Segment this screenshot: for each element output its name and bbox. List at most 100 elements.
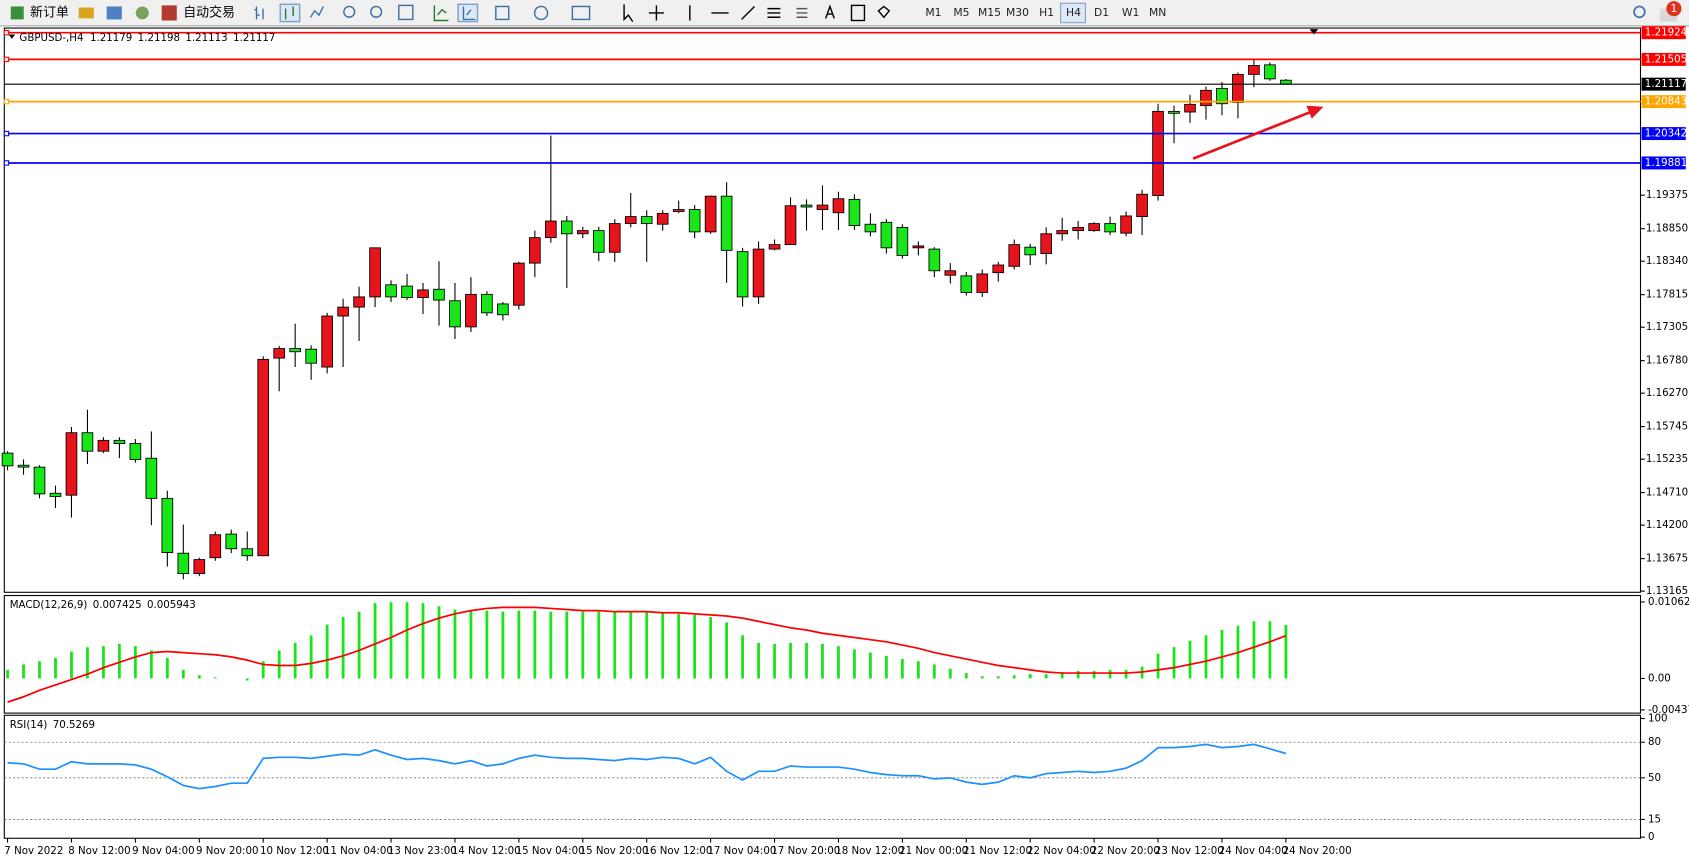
timeframe-button[interactable]: M5 [953, 6, 969, 19]
candle-body [113, 439, 126, 444]
candle-body [209, 534, 222, 559]
toolbar [0, 0, 1689, 26]
candle-body [1232, 73, 1244, 103]
shapes-tool[interactable] [877, 5, 891, 19]
indicators-tool[interactable] [495, 5, 510, 21]
line-tool[interactable] [309, 6, 324, 18]
level-label-bg [1641, 156, 1686, 170]
y-tick-label: 0 [1648, 831, 1655, 843]
low-value: 1.21113 [185, 32, 227, 44]
crosshair-tool[interactable] [648, 5, 664, 21]
y-tick-label: 1.15235 [1646, 453, 1688, 465]
y-tick-label: 50 [1648, 772, 1661, 784]
macd-header: MACD(12,26,9) 0.007425 0.005943 [10, 599, 196, 611]
timeframe-button[interactable]: MN [1149, 6, 1166, 19]
autoscroll-tool[interactable] [433, 5, 449, 22]
candle-body [497, 303, 509, 316]
toolbar-icon[interactable] [78, 7, 94, 19]
timeframe-button[interactable]: D1 [1094, 6, 1109, 19]
candle-body [1024, 246, 1037, 256]
y-tick-label: 1.15745 [1646, 421, 1688, 433]
x-tick-label: 24 Nov 20:00 [1283, 845, 1352, 857]
candle-body [624, 216, 637, 225]
auto-trading-icon[interactable] [161, 5, 177, 21]
x-tick-label: 21 Nov 00:00 [899, 845, 968, 857]
tile-tool[interactable] [398, 4, 414, 21]
chart-shift-glyph [462, 6, 476, 21]
toolbar-icon[interactable] [135, 6, 149, 20]
candle-body [688, 209, 701, 233]
notification-count: 1 [1670, 2, 1677, 15]
candle-body [1280, 79, 1292, 85]
y-tick-label: 1.13675 [1646, 553, 1688, 565]
candle-body [529, 237, 541, 264]
annotation-arrow [1192, 109, 1314, 160]
y-tick-label: 1.16780 [1646, 355, 1688, 367]
y-tick-label: 1.14200 [1646, 519, 1688, 531]
x-tick-label: 22 Nov 20:00 [1091, 845, 1160, 857]
level-handle [3, 30, 10, 36]
text-tool[interactable] [824, 4, 835, 19]
candle-body [1088, 223, 1100, 232]
toolbar-icon[interactable] [106, 6, 122, 20]
timeframe-button[interactable]: M15 [978, 6, 1001, 19]
candle-body [289, 348, 301, 353]
zoom-out-tool[interactable] [370, 5, 383, 18]
periods-tool[interactable] [533, 5, 549, 21]
candle-body [337, 306, 349, 317]
candle-body [816, 204, 829, 210]
timeframe-button[interactable]: H4 [1066, 6, 1081, 19]
level-label-bg [1641, 52, 1686, 66]
search-icon[interactable] [1633, 5, 1646, 19]
x-tick-label: 17 Nov 04:00 [707, 845, 776, 857]
candle-body [1264, 64, 1276, 80]
level-label: 1.21924 [1645, 27, 1687, 39]
cursor-tool[interactable] [623, 4, 634, 22]
channel-tool[interactable] [767, 7, 781, 18]
candle-body [704, 195, 717, 233]
timeframe-button[interactable]: M30 [1006, 6, 1029, 19]
new-order-button[interactable]: 新订单 [30, 4, 69, 20]
values-line [7, 743, 1287, 790]
level-label: 1.20843 [1645, 96, 1687, 108]
macd-name: MACD(12,26,9) [10, 599, 88, 611]
candle-body [1200, 89, 1212, 107]
label-tool[interactable] [850, 4, 866, 22]
fibonacci-tool[interactable] [796, 7, 808, 18]
candles-tool[interactable] [279, 3, 301, 23]
toolbar-tools[interactable] [254, 3, 891, 23]
level-handle [3, 160, 10, 166]
candle-body [17, 464, 30, 468]
trendline-tool[interactable] [741, 5, 755, 20]
candle-body [465, 293, 477, 328]
timeframe-button[interactable]: H1 [1039, 6, 1054, 19]
macd-value: 0.007425 [93, 599, 142, 611]
candle-body [65, 432, 78, 496]
bar-chart-tool[interactable] [254, 6, 264, 20]
timeframe-button[interactable]: W1 [1122, 6, 1139, 19]
candle-body [145, 457, 158, 499]
candle-body [976, 273, 989, 293]
auto-trading-button[interactable]: 自动交易 [183, 4, 235, 20]
y-tick-label: 1.14710 [1646, 487, 1688, 499]
notification-badge[interactable] [1666, 1, 1682, 17]
new-order-icon[interactable] [10, 6, 24, 20]
level-label: 1.19881 [1645, 157, 1687, 169]
zoom-in-tool[interactable] [343, 5, 356, 18]
level-label-bg [1641, 95, 1686, 109]
x-tick-label: 10 Nov 12:00 [260, 845, 329, 857]
header-triangle [8, 34, 16, 39]
candle-body [321, 315, 333, 368]
candle-body [1, 452, 14, 467]
candle-body [81, 432, 94, 452]
candle-body [129, 443, 142, 460]
timeframe-button[interactable]: M1 [925, 6, 941, 19]
y-tick-label: 1.18340 [1646, 255, 1688, 267]
templates-tool[interactable] [571, 5, 591, 21]
candle-body [944, 270, 957, 276]
macd-panel [3, 594, 1642, 714]
y-tick-label: 100 [1648, 713, 1668, 725]
y-tick-label: 1.16270 [1646, 387, 1688, 399]
x-tick-label: 7 Nov 2022 [4, 845, 63, 857]
